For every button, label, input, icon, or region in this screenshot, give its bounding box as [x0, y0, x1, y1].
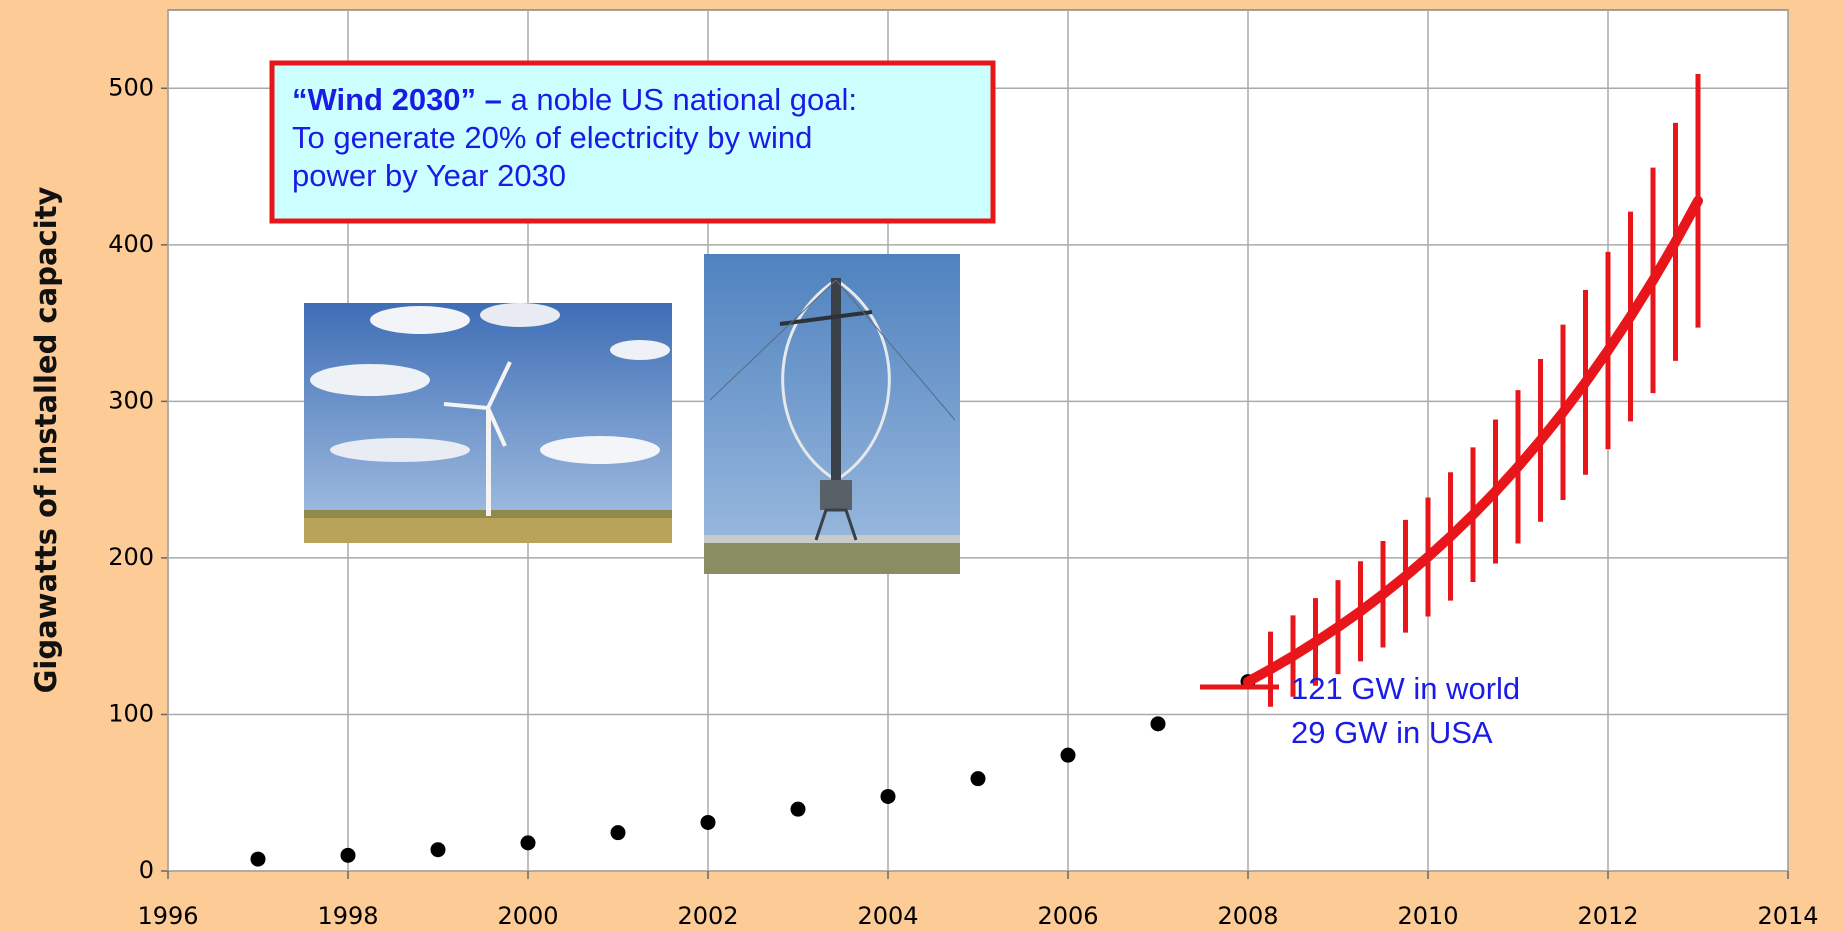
x-tick-label: 2000 — [497, 902, 558, 930]
annotation-title: “Wind 2030” – — [292, 82, 502, 117]
annotation-usa: 29 GW in USA — [1291, 715, 1493, 750]
x-tick-label: 2014 — [1757, 902, 1818, 930]
y-tick-label: 100 — [108, 699, 154, 727]
annotation-world: 121 GW in world — [1291, 671, 1520, 706]
x-tick-label: 2006 — [1037, 902, 1098, 930]
data-point — [1150, 716, 1166, 732]
data-point — [250, 851, 266, 867]
data-point — [340, 847, 356, 863]
x-tick-label: 2004 — [857, 902, 918, 930]
data-point — [880, 788, 896, 804]
annotation-line: a noble US national goal: — [502, 82, 857, 117]
photo-darrieus — [704, 254, 960, 574]
annotation-line: To generate 20% of electricity by wind — [292, 120, 812, 155]
x-tick-label: 1998 — [317, 902, 378, 930]
x-tick-label: 1996 — [137, 902, 198, 930]
data-point — [970, 771, 986, 787]
y-tick-label: 200 — [108, 543, 154, 571]
data-point — [520, 835, 536, 851]
projection-line — [1243, 195, 1703, 687]
annotation-box — [269, 60, 996, 224]
y-tick-label: 500 — [108, 73, 154, 101]
x-tick-label: 2002 — [677, 902, 738, 930]
data-point — [700, 814, 716, 830]
photo-turbine — [304, 303, 672, 543]
y-tick-label: 0 — [139, 856, 154, 884]
marks — [250, 74, 1703, 867]
x-tick-label: 2008 — [1217, 902, 1278, 930]
y-axis-label: Gigawatts of installed capacity — [29, 186, 63, 693]
data-point — [610, 825, 626, 841]
annotation-line: power by Year 2030 — [292, 158, 566, 193]
data-point — [790, 801, 806, 817]
x-tick-label: 2012 — [1577, 902, 1638, 930]
data-point — [1060, 747, 1076, 763]
y-tick-label: 400 — [108, 230, 154, 258]
x-tick-label: 2010 — [1397, 902, 1458, 930]
data-point — [430, 842, 446, 858]
y-tick-label: 300 — [108, 386, 154, 414]
annotation-box-text: “Wind 2030” – a noble US national goal: … — [292, 82, 866, 193]
